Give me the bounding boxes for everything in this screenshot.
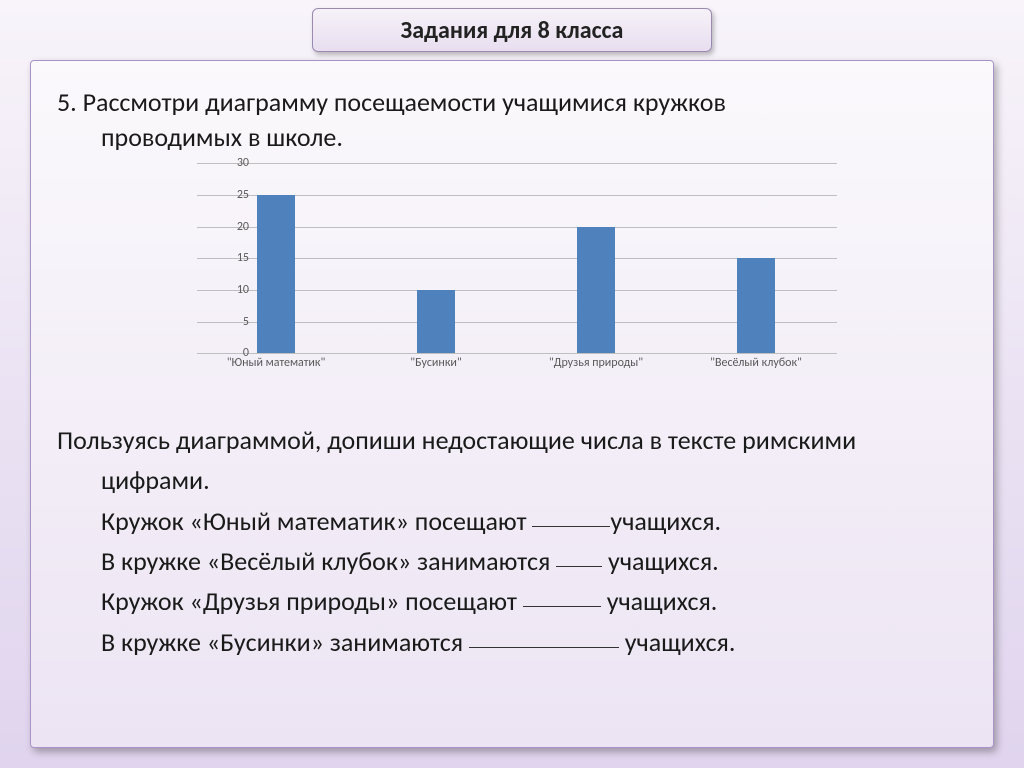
- fill-line: В кружке «Бусинки» занимаются учащихся.: [57, 622, 967, 662]
- fill-blank[interactable]: [469, 647, 619, 648]
- chart-bar: [737, 258, 775, 353]
- header-panel: Задания для 8 класса: [312, 8, 712, 52]
- fill-post: учащихся.: [619, 626, 736, 658]
- attendance-chart: "Юный математик""Бусинки""Друзья природы…: [157, 159, 857, 384]
- fill-post: учащихся.: [602, 545, 719, 577]
- y-tick-label: 15: [219, 251, 249, 265]
- fill-pre: Кружок «Юный математик» посещают: [101, 505, 532, 537]
- y-tick-label: 5: [219, 315, 249, 329]
- x-tick-label: "Бусинки": [410, 356, 461, 370]
- content-panel: 5. Рассмотри диаграмму посещаемости учащ…: [30, 60, 994, 748]
- fill-blank[interactable]: [532, 526, 610, 527]
- y-tick-label: 25: [219, 188, 249, 202]
- fill-pre: В кружке «Бусинки» занимаются: [101, 626, 469, 658]
- fill-pre: В кружке «Весёлый клубок» занимаются: [101, 545, 556, 577]
- fill-pre: Кружок «Друзья природы» посещают: [101, 585, 523, 617]
- fill-blank[interactable]: [523, 606, 601, 607]
- fill-post: учащихся.: [601, 585, 718, 617]
- prompt-line2: цифрами.: [57, 460, 967, 500]
- x-tick-label: "Весёлый клубок": [710, 356, 802, 370]
- chart-bar: [577, 227, 615, 354]
- fill-line: В кружке «Весёлый клубок» занимаются уча…: [57, 541, 967, 581]
- task-intro-line2: проводимых в школе.: [57, 120, 967, 155]
- fill-post: учащихся.: [610, 505, 721, 537]
- grid-line: [197, 353, 837, 354]
- chart-bar: [417, 290, 455, 353]
- prompt-line1: Пользуясь диаграммой, допиши недостающие…: [57, 424, 856, 456]
- header-title: Задания для 8 класса: [401, 16, 624, 45]
- fill-line: Кружок «Юный математик» посещают учащихс…: [57, 501, 967, 541]
- y-tick-label: 10: [219, 283, 249, 297]
- task-intro: 5. Рассмотри диаграмму посещаемости учащ…: [57, 85, 967, 155]
- fill-line: Кружок «Друзья природы» посещают учащихс…: [57, 581, 967, 621]
- chart-x-labels: "Юный математик""Бусинки""Друзья природы…: [197, 356, 837, 378]
- fill-blank[interactable]: [556, 566, 602, 567]
- chart-bars: [197, 163, 837, 353]
- y-tick-label: 30: [219, 156, 249, 170]
- chart-bar: [257, 195, 295, 353]
- x-tick-label: "Друзья природы": [549, 356, 643, 370]
- y-tick-label: 0: [219, 346, 249, 360]
- task-body: Пользуясь диаграммой, допиши недостающие…: [57, 420, 967, 662]
- y-tick-label: 20: [219, 220, 249, 234]
- task-intro-line1: 5. Рассмотри диаграмму посещаемости учащ…: [57, 86, 726, 118]
